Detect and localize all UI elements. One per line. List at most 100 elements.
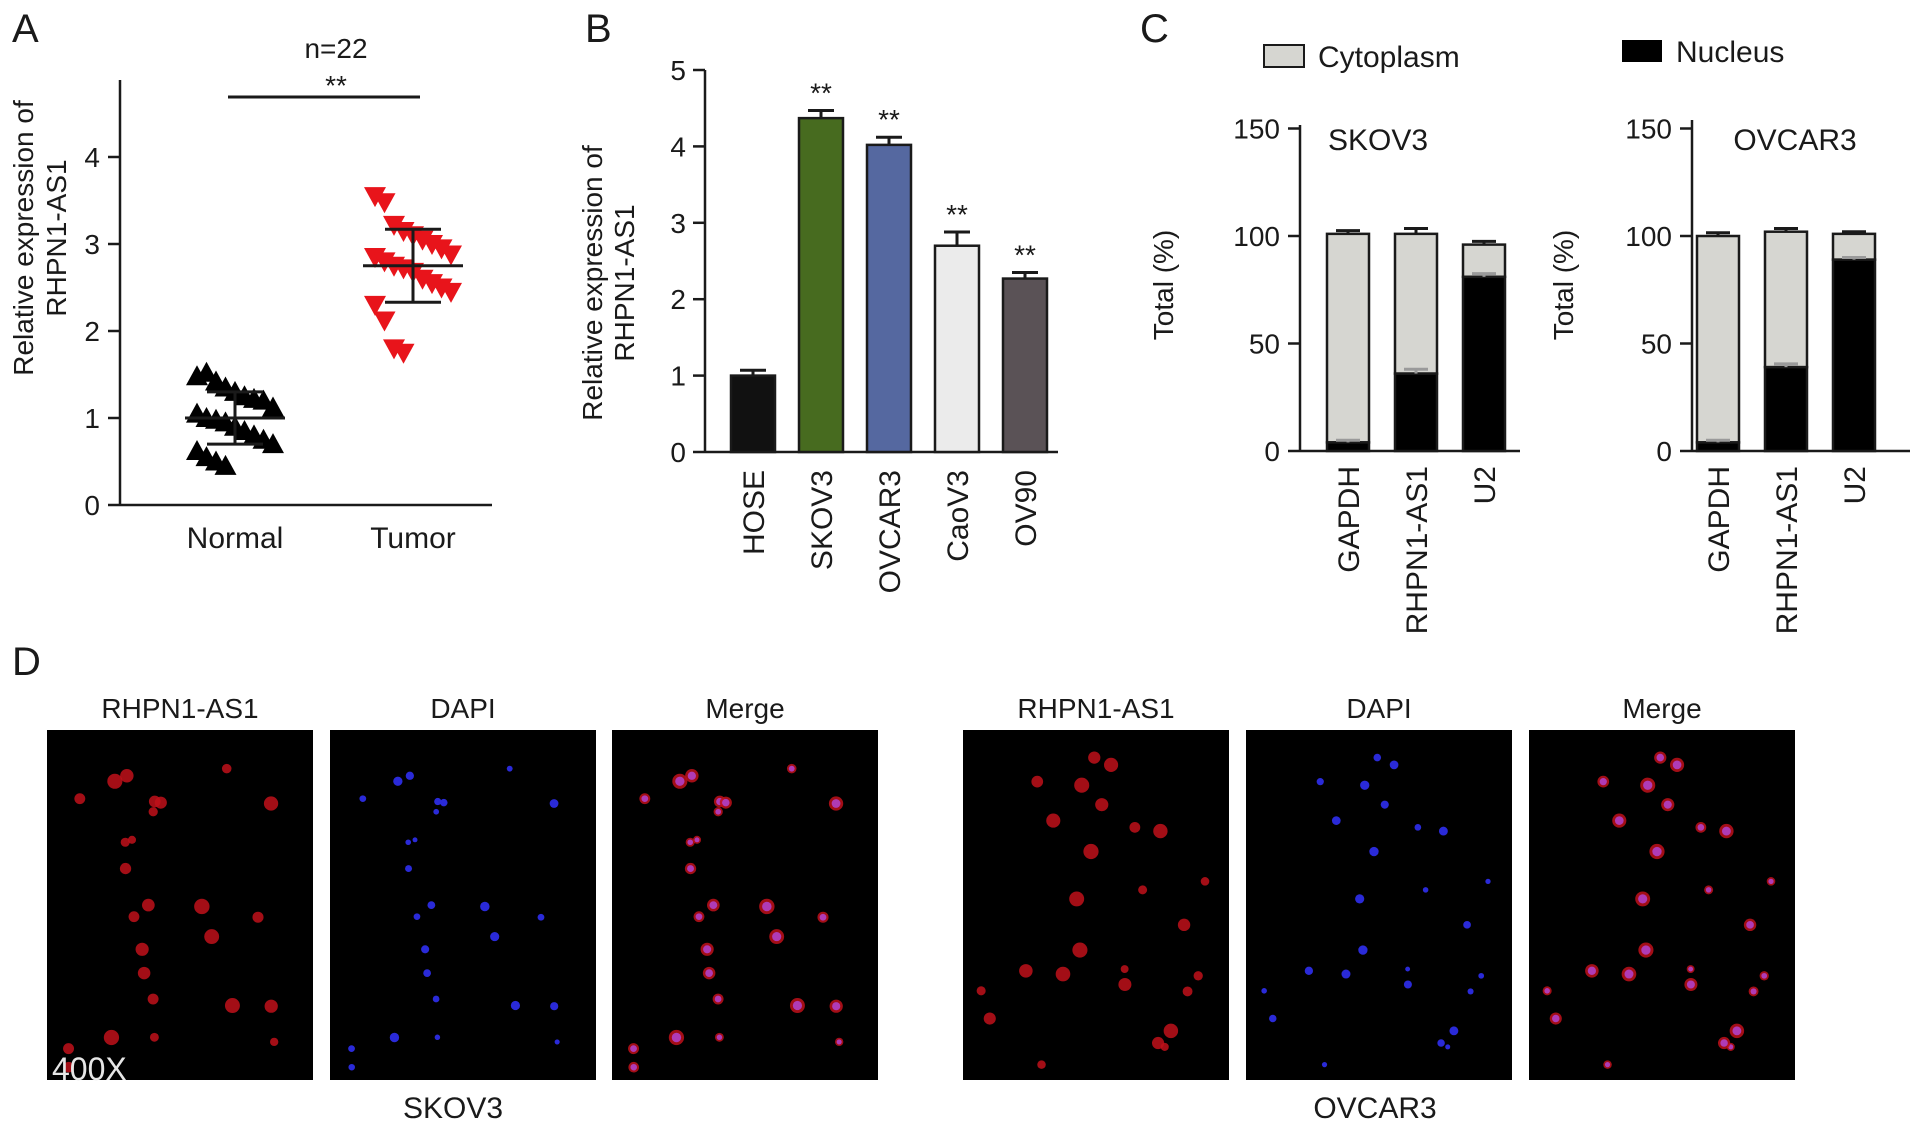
cell-nucleus-dapi bbox=[506, 765, 513, 772]
panel-a-letter: A bbox=[12, 7, 39, 51]
cell-nucleus-dapi bbox=[1360, 780, 1370, 790]
cell-red-signal bbox=[1151, 1036, 1165, 1050]
panel-c-ovcar3-bars bbox=[1695, 226, 1877, 453]
data-point-normal bbox=[195, 361, 218, 382]
cell-red-signal bbox=[1182, 986, 1193, 997]
cell-nucleus-dapi bbox=[480, 901, 490, 912]
panel-a-x-tick-labels: Normal Tumor bbox=[187, 522, 456, 555]
micrograph-ovcar3-red bbox=[963, 730, 1229, 1080]
y-tick-label: 4 bbox=[670, 131, 686, 162]
cell-merge-signal bbox=[788, 765, 795, 772]
micrograph-background bbox=[47, 730, 313, 1080]
cell-nucleus-dapi bbox=[1341, 969, 1351, 979]
bar-nucleus-rhpn1-as1 bbox=[1393, 372, 1439, 453]
panel-b-letter: B bbox=[585, 7, 612, 51]
y-tick-label: 0 bbox=[1264, 436, 1280, 467]
cell-red-signal bbox=[1069, 891, 1085, 907]
x-tick-label-rhpn1-as1: RHPN1-AS1 bbox=[1401, 466, 1434, 634]
cell-red-signal bbox=[147, 993, 159, 1005]
data-point-tumor bbox=[364, 295, 386, 316]
cell-merge-signal bbox=[1688, 966, 1694, 972]
cell-nucleus-dapi bbox=[1478, 972, 1485, 979]
cell-merge-signal bbox=[836, 1039, 842, 1045]
cell-red-signal bbox=[120, 837, 130, 847]
data-point-tumor bbox=[383, 215, 405, 236]
cell-merge-signal bbox=[709, 901, 718, 909]
cell-red-signal bbox=[269, 1037, 279, 1047]
cell-merge-signal bbox=[715, 808, 722, 815]
cell-nucleus-dapi bbox=[1321, 1061, 1328, 1068]
y-tick-label: 100 bbox=[1625, 221, 1672, 252]
cell-red-signal bbox=[194, 898, 210, 915]
y-tick-label: 5 bbox=[670, 55, 686, 86]
bar-ovcar3 bbox=[865, 143, 913, 454]
cell-nucleus-dapi bbox=[1304, 966, 1314, 975]
y-tick-label: 50 bbox=[1641, 329, 1672, 360]
cell-merge-signal bbox=[641, 795, 649, 803]
cell-red-signal bbox=[1074, 777, 1090, 793]
x-tick-label-u2: U2 bbox=[1469, 466, 1502, 504]
micrograph-background bbox=[612, 730, 878, 1080]
cell-merge-signal bbox=[1768, 878, 1774, 884]
cell-red-signal bbox=[224, 998, 240, 1014]
y-tick-label: 3 bbox=[670, 208, 686, 239]
cell-nucleus-dapi bbox=[432, 995, 440, 1003]
cell-red-signal bbox=[1200, 877, 1210, 886]
cell-nucleus-dapi bbox=[413, 913, 421, 920]
cell-red-signal bbox=[1095, 798, 1109, 812]
cell-red-signal bbox=[1129, 821, 1141, 833]
legend-swatch-nucleus bbox=[1622, 40, 1662, 62]
cell-nucleus-dapi bbox=[405, 865, 413, 873]
cell-merge-signal bbox=[1672, 760, 1682, 770]
cell-red-signal bbox=[119, 862, 132, 875]
image-label-merge: Merge bbox=[705, 693, 784, 724]
cell-nucleus-dapi bbox=[412, 837, 418, 843]
cell-red-signal bbox=[1193, 971, 1203, 981]
micrograph-ovcar3-blue bbox=[1246, 730, 1512, 1080]
data-point-normal bbox=[262, 396, 284, 417]
cell-red-signal bbox=[120, 769, 134, 783]
cell-nucleus-dapi bbox=[389, 1032, 400, 1043]
cell-merge-signal bbox=[762, 901, 772, 912]
cell-line-label-ovcar3: OVCAR3 bbox=[1313, 1092, 1436, 1125]
cell-red-signal bbox=[142, 898, 155, 912]
panel-a-y-axis-label: Relative expression of RHPN1-AS1 bbox=[8, 100, 72, 376]
cell-merge-signal bbox=[1705, 887, 1712, 893]
cell-nucleus-dapi bbox=[1467, 988, 1474, 995]
panel-c-ovcar3-chart: OVCAR3 Total (%) 0 50 100 150 GAPDH RHPN1-AS… bbox=[1548, 114, 1910, 634]
cell-merge-signal bbox=[716, 1034, 723, 1040]
cell-merge-signal bbox=[1638, 894, 1648, 904]
cell-nucleus-dapi bbox=[421, 945, 430, 954]
x-tick-label-ov90: OV90 bbox=[1010, 470, 1043, 547]
cell-nucleus-dapi bbox=[1445, 1044, 1451, 1050]
bar-ov90 bbox=[1001, 277, 1049, 454]
significance-stars: ** bbox=[946, 199, 968, 230]
x-tick-label-u2: U2 bbox=[1839, 466, 1872, 504]
x-tick-label-gapdh: GAPDH bbox=[1333, 466, 1366, 573]
bar-cytoplasm-gapdh bbox=[1695, 234, 1741, 444]
x-tick-label-rhpn1-as1: RHPN1-AS1 bbox=[1771, 466, 1804, 634]
micrograph-skov3-blue bbox=[330, 730, 596, 1080]
cell-nucleus-dapi bbox=[1405, 966, 1411, 972]
data-point-tumor bbox=[440, 245, 462, 266]
cell-nucleus-dapi bbox=[1331, 816, 1341, 825]
panel-c-skov3-ylabel: Total (%) bbox=[1148, 230, 1179, 340]
data-point-normal bbox=[214, 454, 237, 475]
cell-nucleus-dapi bbox=[1269, 1014, 1277, 1023]
cell-nucleus-dapi bbox=[510, 1000, 521, 1011]
cell-merge-signal bbox=[1604, 1061, 1611, 1068]
panel-a-significance-stars: ** bbox=[325, 70, 347, 101]
x-tick-label-skov3: SKOV3 bbox=[806, 470, 839, 570]
cell-red-signal bbox=[1037, 1060, 1046, 1069]
cell-merge-signal bbox=[1732, 1026, 1742, 1036]
cell-nucleus-dapi bbox=[490, 932, 500, 942]
cell-red-signal bbox=[154, 796, 167, 809]
data-point-tumor bbox=[373, 311, 396, 332]
panel-b-ylabel-line1: Relative expression of bbox=[577, 145, 608, 421]
cell-merge-signal bbox=[792, 1000, 803, 1011]
image-label-merge: Merge bbox=[1622, 693, 1701, 724]
cell-red-signal bbox=[128, 911, 140, 923]
cell-red-signal bbox=[1088, 751, 1101, 764]
cell-merge-signal bbox=[819, 913, 827, 921]
cell-red-signal bbox=[1072, 942, 1088, 958]
